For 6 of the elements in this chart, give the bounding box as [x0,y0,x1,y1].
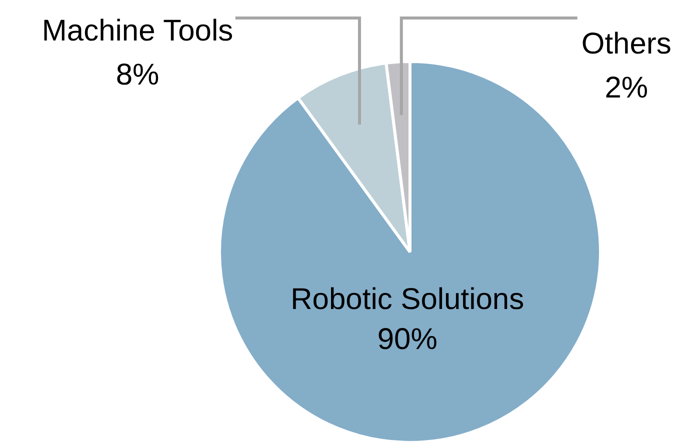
slice-label: Others [581,27,672,60]
slice-label: Machine Tools [42,14,234,48]
data-label: 8% [116,58,160,92]
data-label: 90% [377,323,438,356]
slice-label: Robotic Solutions [290,283,524,316]
data-label: 2% [604,71,648,104]
